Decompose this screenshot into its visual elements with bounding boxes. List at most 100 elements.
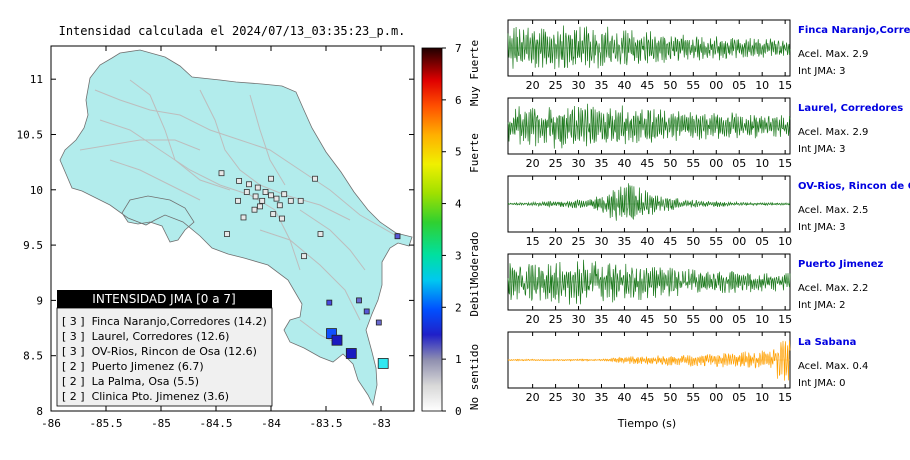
- time-tick-label: 35: [594, 157, 608, 170]
- time-tick-label: 10: [755, 391, 769, 404]
- station-marker: [235, 197, 241, 204]
- legend-entry: [ 2 ] Puerto Jimenez (6.7): [62, 360, 204, 373]
- legend-entry: [ 3 ] OV-Rios, Rincon de Osa (12.6): [62, 345, 257, 358]
- station-acel-max: Acel. Max. 2.2: [798, 283, 868, 294]
- time-tick-label: 10: [778, 235, 792, 248]
- time-tick-label: 50: [663, 157, 677, 170]
- map-x-tick-label: -83: [371, 417, 391, 430]
- waveform-trace: [507, 259, 791, 305]
- time-tick-label: 50: [663, 313, 677, 326]
- station-marker: [287, 197, 294, 204]
- time-tick-label: 45: [663, 235, 677, 248]
- station-int-jma: Int JMA: 3: [798, 66, 846, 77]
- map-panel: -86 -85.5 -85 -84.5 -84 -83.5 -83 11 10.5 10 9.5 9…: [17, 45, 415, 430]
- time-tick-label: 40: [617, 157, 631, 170]
- waveform-panel: 20 25 30 35 40 45 50 55 00 05 10 15 Finca Naranjo,Co…: [507, 19, 910, 92]
- waveform-trace: [507, 340, 791, 381]
- colorbar-tick-label: 2: [455, 301, 462, 314]
- colorbar-tick-label: 6: [455, 94, 462, 107]
- station-marker-high: [363, 308, 370, 315]
- time-tick-label: 05: [732, 79, 746, 92]
- time-tick-label: 35: [594, 391, 608, 404]
- time-tick-label: 25: [572, 235, 586, 248]
- map-y-axis: 11 10.5 10 9.5 9 8.5 8: [17, 73, 414, 418]
- waveform-trace: [507, 25, 791, 70]
- colorbar-tick-label: 0: [455, 405, 462, 418]
- time-tick-label: 10: [755, 157, 769, 170]
- time-tick-label: 25: [549, 313, 563, 326]
- time-tick-label: 55: [686, 313, 700, 326]
- time-tick-label: 45: [640, 79, 654, 92]
- station-marker: [236, 178, 243, 184]
- station-marker: [268, 192, 274, 199]
- time-tick-label: 15: [778, 391, 792, 404]
- waveform-panel: 20 25 30 35 40 45 50 55 00 05 10 15 La Sabana Acel. M…: [507, 331, 868, 404]
- station-marker-high: [331, 334, 343, 346]
- colorbar-tick-label: 7: [455, 42, 462, 55]
- station-marker: [297, 197, 304, 204]
- legend-entry: [ 2 ] Clinica Pto. Jimenez (3.6): [62, 390, 229, 403]
- time-tick-label: 25: [549, 157, 563, 170]
- time-tick-label: 20: [526, 79, 540, 92]
- station-int-jma: Int JMA: 2: [798, 300, 846, 311]
- time-tick-label: 15: [526, 235, 540, 248]
- time-tick-label: 40: [617, 313, 631, 326]
- time-tick-label: 50: [663, 79, 677, 92]
- map-x-tick-label: -86: [41, 417, 61, 430]
- station-marker: [312, 175, 318, 182]
- colorbar-tick-label: 1: [455, 353, 462, 366]
- station-int-jma: Int JMA: 3: [798, 144, 846, 155]
- time-tick-label: 55: [686, 79, 700, 92]
- colorbar-gradient: [421, 47, 443, 412]
- intensity-legend: INTENSIDAD JMA [0 a 7] [ 3 ] Finca Naran…: [56, 290, 273, 407]
- station-name: Laurel, Corredores: [798, 103, 903, 114]
- time-tick-label: 40: [617, 79, 631, 92]
- time-tick-label: 55: [686, 157, 700, 170]
- time-tick-label: 20: [526, 391, 540, 404]
- time-tick-label: 35: [617, 235, 631, 248]
- waveform-panel: 15 20 25 30 35 40 45 50 55 00 05 10 OV-Rios, Rincon …: [507, 175, 910, 248]
- time-tick-label: 00: [709, 391, 723, 404]
- time-tick-label: 00: [732, 235, 746, 248]
- time-tick-label: 00: [709, 157, 723, 170]
- time-tick-label: 35: [594, 313, 608, 326]
- station-marker: [276, 202, 283, 209]
- waveform-panel: 20 25 30 35 40 45 50 55 00 05 10 15 Puerto Jimenez Ac…: [507, 253, 884, 326]
- station-marker: [224, 231, 230, 237]
- time-tick-label: 55: [686, 391, 700, 404]
- time-tick-label: 55: [709, 235, 723, 248]
- time-tick-label: 05: [732, 157, 746, 170]
- station-marker: [252, 193, 259, 200]
- station-marker: [257, 203, 263, 210]
- time-tick-label: 00: [709, 313, 723, 326]
- colorbar-ticks: 7 6 5 4 3 2 1 0: [442, 42, 462, 418]
- time-tick-label: 20: [549, 235, 563, 248]
- station-marker: [270, 211, 277, 218]
- map-y-tick-label: 11: [30, 73, 43, 86]
- time-tick-label: 45: [640, 391, 654, 404]
- waveform-trace: [507, 103, 791, 149]
- station-name: Finca Naranjo,Corredores: [798, 25, 910, 36]
- legend-entry: [ 2 ] La Palma, Osa (5.5): [62, 375, 199, 388]
- time-tick-label: 40: [617, 391, 631, 404]
- time-tick-label: 05: [755, 235, 769, 248]
- station-marker: [273, 195, 280, 202]
- time-tick-label: 20: [526, 313, 540, 326]
- station-marker-high: [345, 348, 357, 359]
- station-name: OV-Rios, Rincon de Osa: [798, 181, 910, 192]
- map-x-axis: -86 -85.5 -85 -84.5 -84 -83.5 -83: [41, 46, 391, 430]
- roads-and-rivers: [79, 79, 396, 346]
- map-x-tick-label: -84.5: [199, 417, 232, 430]
- time-tick-label: 15: [778, 313, 792, 326]
- station-acel-max: Acel. Max. 2.9: [798, 127, 868, 138]
- time-tick-label: 40: [640, 235, 654, 248]
- colorbar-category: No sentido: [468, 344, 481, 410]
- map-x-tick-label: -85.5: [89, 417, 122, 430]
- station-marker: [281, 191, 288, 198]
- time-tick-label: 25: [549, 391, 563, 404]
- colorbar-tick-label: 4: [455, 198, 462, 211]
- time-tick-label: 15: [778, 157, 792, 170]
- station-marker: [279, 215, 285, 222]
- waveform-trace: [507, 183, 791, 221]
- time-tick-label: 30: [594, 235, 608, 248]
